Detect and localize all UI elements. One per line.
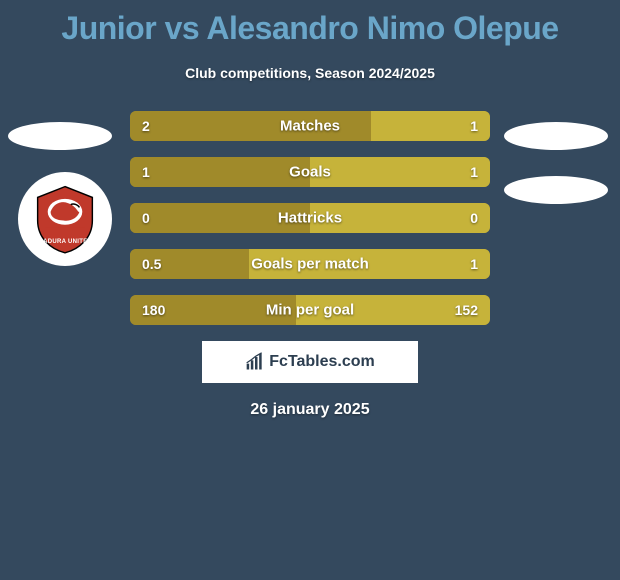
stat-label: Hattricks xyxy=(130,210,490,227)
stat-label: Goals xyxy=(130,164,490,181)
brand-text: FcTables.com xyxy=(269,353,375,371)
stat-label: Goals per match xyxy=(130,256,490,273)
stat-row: 21Matches xyxy=(130,111,490,141)
date-text: 26 january 2025 xyxy=(0,401,620,419)
stat-row: 180152Min per goal xyxy=(130,295,490,325)
stat-row: 00Hattricks xyxy=(130,203,490,233)
stat-row: 0.51Goals per match xyxy=(130,249,490,279)
brand-banner: FcTables.com xyxy=(202,341,418,383)
chart-icon xyxy=(245,352,265,372)
subtitle: Club competitions, Season 2024/2025 xyxy=(0,65,620,81)
page-title: Junior vs Alesandro Nimo Olepue xyxy=(0,0,620,47)
stat-label: Min per goal xyxy=(130,302,490,319)
stat-row: 11Goals xyxy=(130,157,490,187)
stats-bars: 21Matches 11Goals 00Hattricks 0.51Goals per… xyxy=(130,111,490,325)
stat-label: Matches xyxy=(130,118,490,135)
